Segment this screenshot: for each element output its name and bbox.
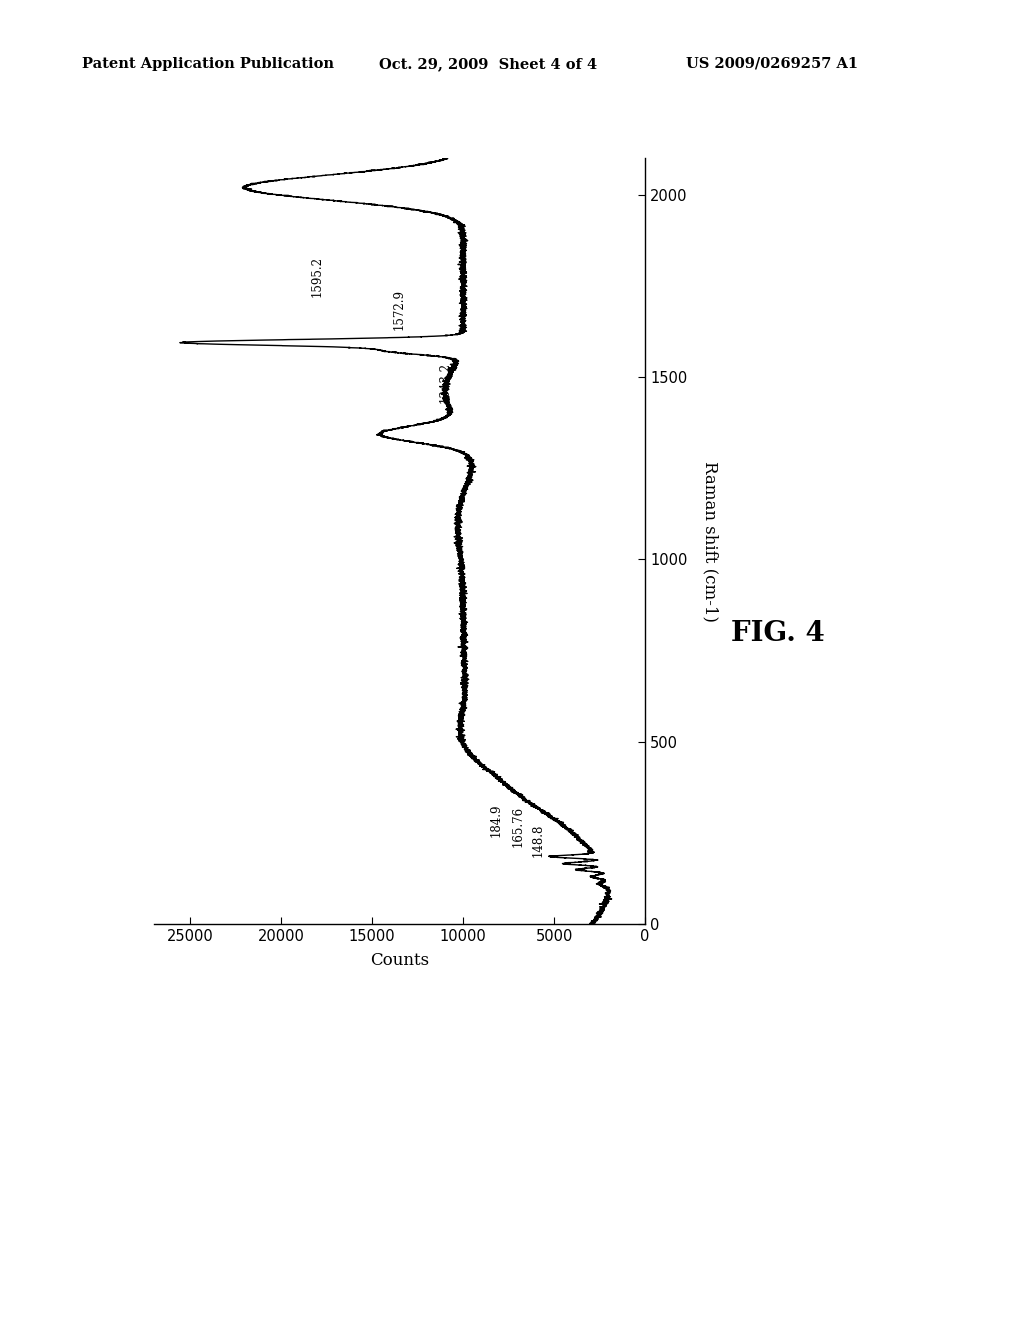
Text: US 2009/0269257 A1: US 2009/0269257 A1	[686, 57, 858, 71]
Text: 148.8: 148.8	[531, 824, 544, 857]
Text: 1572.9: 1572.9	[393, 289, 406, 330]
X-axis label: Counts: Counts	[370, 952, 429, 969]
Text: 165.76: 165.76	[511, 807, 524, 847]
Text: 1595.2: 1595.2	[311, 256, 324, 297]
Text: FIG. 4: FIG. 4	[731, 620, 825, 647]
Text: Patent Application Publication: Patent Application Publication	[82, 57, 334, 71]
Text: Oct. 29, 2009  Sheet 4 of 4: Oct. 29, 2009 Sheet 4 of 4	[379, 57, 597, 71]
Y-axis label: Raman shift (cm-1): Raman shift (cm-1)	[701, 461, 719, 622]
Text: 1343.2: 1343.2	[438, 362, 452, 403]
Text: 184.9: 184.9	[489, 803, 503, 837]
